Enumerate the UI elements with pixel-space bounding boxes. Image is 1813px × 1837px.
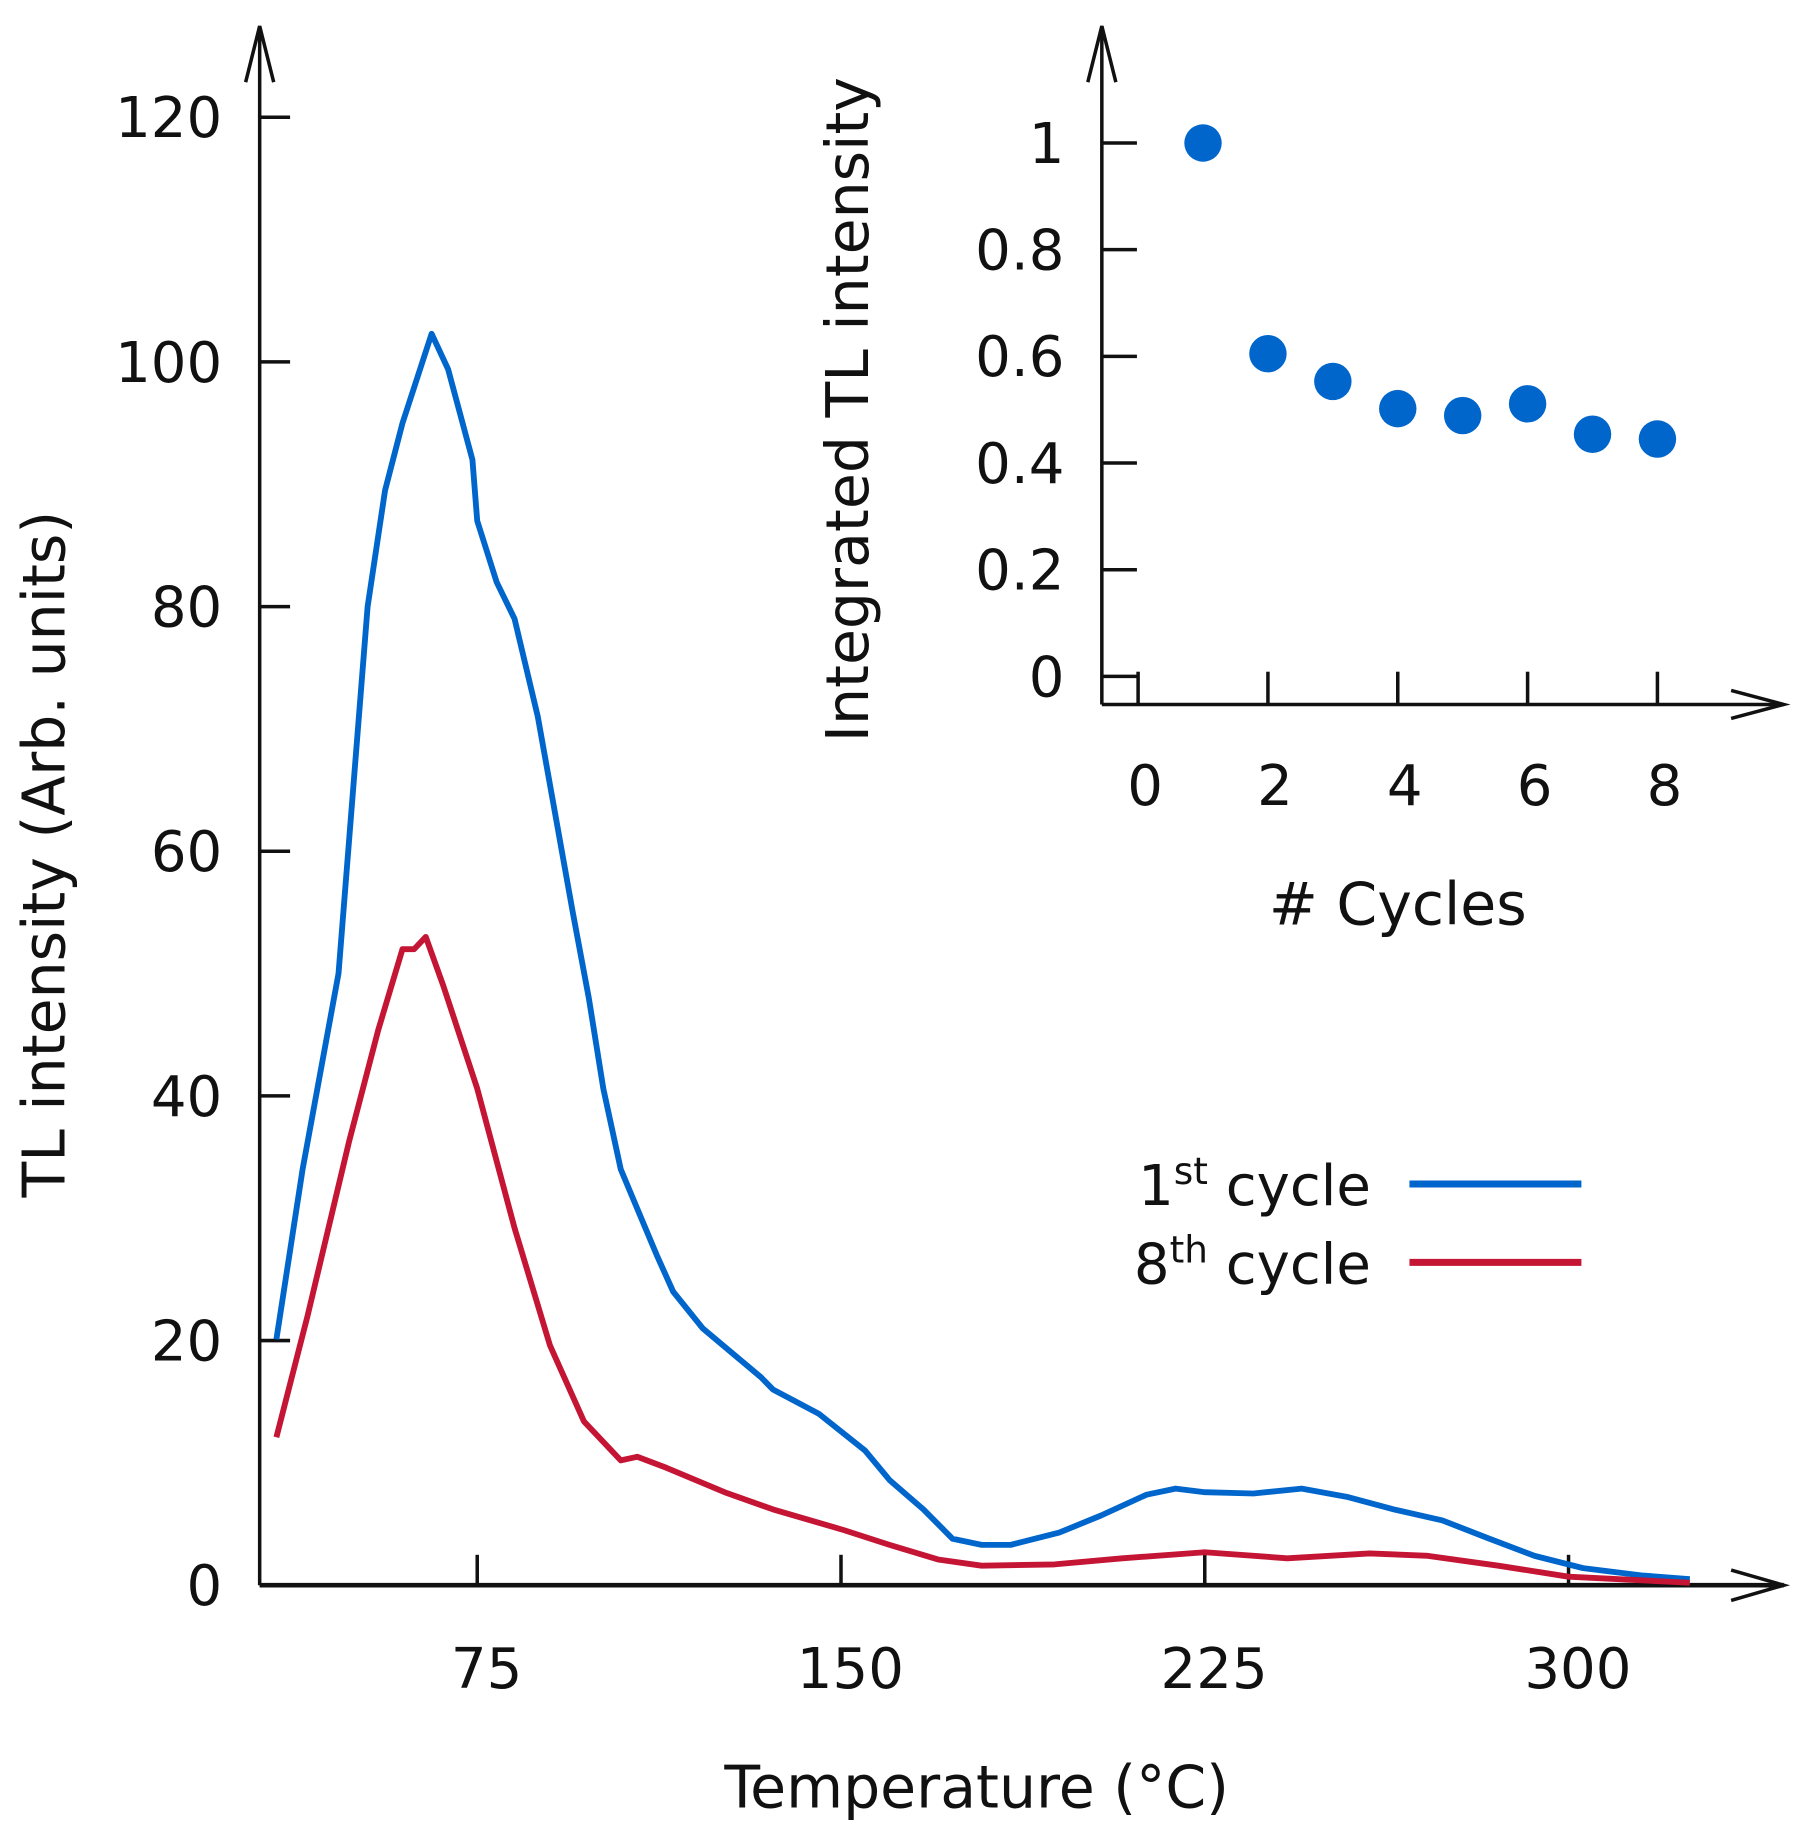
x-axis-arrow xyxy=(1730,1568,1791,1603)
y-tick-label: 100 xyxy=(115,331,222,396)
inset-y-tick-label: 0.8 xyxy=(975,219,1064,284)
inset-x-tick-label: 6 xyxy=(1517,754,1553,819)
inset-data-point xyxy=(1314,362,1352,401)
x-tick-label: 300 xyxy=(1524,1637,1631,1702)
y-tick-label: 40 xyxy=(151,1065,222,1130)
legend-label-1: 1st cycle xyxy=(1138,1149,1371,1219)
inset-data-point xyxy=(1638,420,1677,458)
y-axis-arrow xyxy=(243,25,276,83)
inset-data-point xyxy=(1443,396,1482,435)
x-tick-label: 225 xyxy=(1161,1637,1268,1702)
inset-y-tick-label: 1 xyxy=(1029,112,1065,177)
inset-y-axis-label: Integrated TL intensity xyxy=(814,77,882,742)
inset-x-tick-label: 0 xyxy=(1127,754,1163,819)
inset-x-axis-label: # Cycles xyxy=(1269,870,1527,938)
inset-x-axis-arrow xyxy=(1730,688,1791,721)
inset-data-point xyxy=(1508,385,1547,423)
x-tick-label: 75 xyxy=(451,1637,522,1702)
y-tick-label: 0 xyxy=(187,1554,223,1619)
inset-data-point xyxy=(1184,124,1222,162)
y-tick-label: 60 xyxy=(151,820,222,885)
y-axis-label: TL intensity (Arb. units) xyxy=(10,511,78,1199)
series-line-1 xyxy=(273,330,1691,1583)
inset-x-tick-label: 8 xyxy=(1647,754,1683,819)
inset-y-tick-label: 0.6 xyxy=(975,325,1064,390)
inset-y-tick-label: 0.4 xyxy=(975,432,1064,497)
inset-data-point xyxy=(1249,334,1287,373)
inset-y-tick-label: 0 xyxy=(1029,645,1065,710)
inset-y-tick-label: 0.2 xyxy=(975,539,1064,604)
inset-y-axis-arrow xyxy=(1086,25,1118,83)
y-tick-label: 120 xyxy=(115,86,222,151)
y-tick-label: 20 xyxy=(151,1309,222,1374)
inset-x-tick-label: 4 xyxy=(1387,754,1423,819)
inset-plot: 0 0.2 0.4 0.6 0.8 1 0 2 4 6 8 # Cycles Integrated TL… xyxy=(814,25,1791,938)
x-axis-label: Temperature (°C) xyxy=(723,1753,1229,1821)
x-tick-label: 150 xyxy=(797,1637,904,1702)
legend-label-2: 8th cycle xyxy=(1134,1227,1371,1297)
series-line-2 xyxy=(273,933,1690,1586)
inset-x-tick-label: 2 xyxy=(1257,754,1293,819)
inset-data-point xyxy=(1573,415,1612,453)
inset-data-point xyxy=(1379,389,1417,428)
y-tick-label: 80 xyxy=(151,575,222,640)
